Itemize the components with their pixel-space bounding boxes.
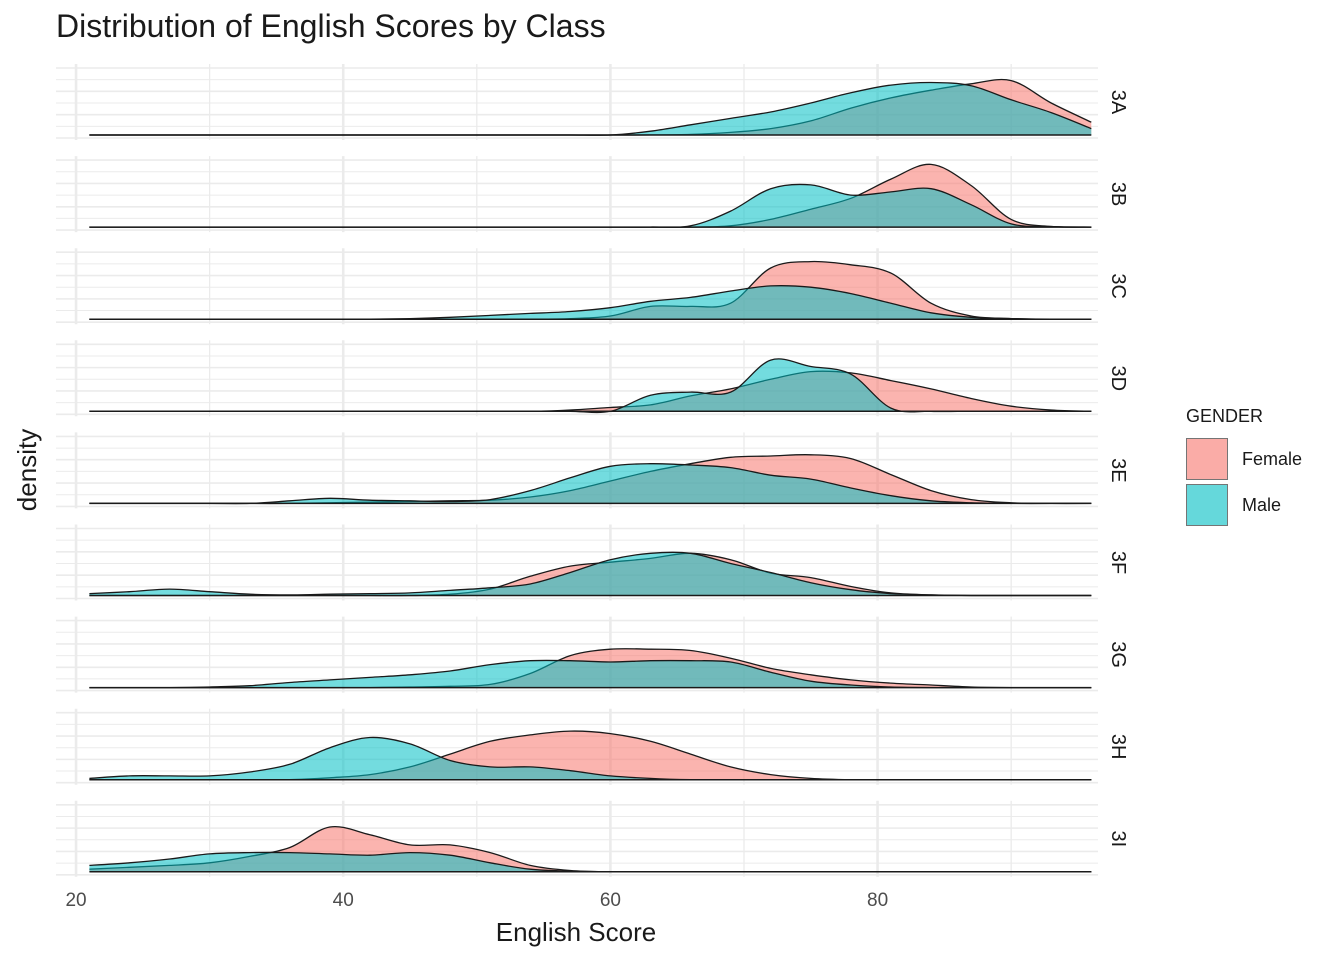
facet-panel-3b: 3B: [56, 156, 1129, 233]
legend-key-male: [1186, 484, 1228, 526]
facet-panel-3i: 3I: [56, 800, 1129, 877]
x-tick-label: 40: [333, 890, 354, 911]
legend-item-female: Female: [1186, 436, 1302, 482]
facet-panel-3e: 3E: [56, 432, 1129, 509]
density-area-male: [89, 285, 1092, 320]
legend-label-male: Male: [1242, 494, 1282, 515]
x-axis-title: English Score: [496, 917, 656, 947]
chart-title: Distribution of English Scores by Class: [56, 8, 606, 44]
legend-label-female: Female: [1242, 448, 1303, 469]
density-area-male: [89, 184, 1092, 228]
facet-label-3c: 3C: [1107, 273, 1129, 299]
facet-panel-3g: 3G: [56, 616, 1129, 693]
density-area-male: [89, 737, 1092, 780]
density-area-male: [89, 463, 1092, 504]
facet-panels: 3A 3B 3C 3D 3E 3F 3G 3H 3I: [56, 64, 1129, 877]
facet-label-3e: 3E: [1107, 458, 1129, 482]
x-tick-label: 60: [600, 890, 621, 911]
density-area-male: [89, 82, 1092, 136]
legend-item-male: Male: [1186, 482, 1302, 528]
density-area-male: [89, 660, 1092, 688]
facet-label-3b: 3B: [1107, 182, 1129, 206]
density-area-male: [89, 852, 1092, 872]
density-area-female: [89, 731, 1092, 780]
facet-panel-3f: 3F: [56, 524, 1129, 601]
facet-label-3d: 3D: [1107, 366, 1129, 392]
legend-key-female: [1186, 438, 1228, 480]
facet-label-3h: 3H: [1107, 734, 1129, 760]
facet-label-3i: 3I: [1107, 830, 1129, 847]
facet-panel-3a: 3A: [56, 64, 1129, 140]
x-tick-label: 80: [867, 890, 888, 911]
legend: GENDER Female Male: [1186, 406, 1302, 528]
facet-label-3a: 3A: [1107, 90, 1129, 115]
density-area-male: [89, 552, 1092, 596]
x-axis-ticks: 20 40 60 80: [65, 890, 888, 911]
facet-panel-3d: 3D: [56, 340, 1129, 417]
facet-label-3g: 3G: [1107, 641, 1129, 668]
facet-label-3f: 3F: [1107, 551, 1129, 574]
density-area-male: [89, 358, 1092, 413]
y-axis-title: density: [12, 429, 42, 511]
x-tick-label: 20: [65, 890, 86, 911]
legend-title: GENDER: [1186, 406, 1264, 426]
facet-panel-3c: 3C: [56, 248, 1129, 325]
facet-panel-3h: 3H: [56, 708, 1129, 785]
